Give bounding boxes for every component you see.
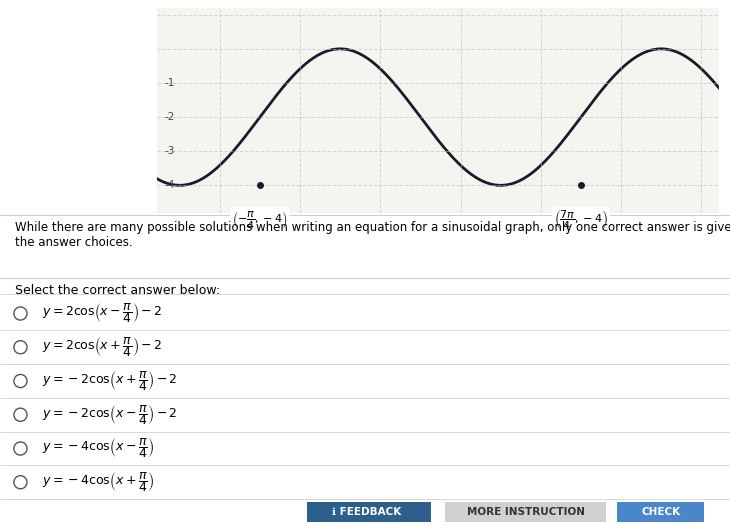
Text: -2: -2 bbox=[164, 112, 175, 122]
Text: While there are many possible solutions when writing an equation for a sinusoida: While there are many possible solutions … bbox=[15, 220, 730, 248]
Text: $y=-4\cos\!\left(x+\dfrac{\pi}{4}\right)$: $y=-4\cos\!\left(x+\dfrac{\pi}{4}\right)… bbox=[42, 470, 155, 494]
Text: $y=2\cos\!\left(x-\dfrac{\pi}{4}\right)-2$: $y=2\cos\!\left(x-\dfrac{\pi}{4}\right)-… bbox=[42, 301, 163, 326]
Text: -4: -4 bbox=[164, 180, 175, 191]
Text: -3: -3 bbox=[164, 146, 175, 156]
Text: $y=-4\cos\!\left(x-\dfrac{\pi}{4}\right)$: $y=-4\cos\!\left(x-\dfrac{\pi}{4}\right)… bbox=[42, 437, 155, 460]
Text: MORE INSTRUCTION: MORE INSTRUCTION bbox=[466, 507, 585, 518]
Text: $\left(\dfrac{7\pi}{4}, -4\right)$: $\left(\dfrac{7\pi}{4}, -4\right)$ bbox=[554, 209, 608, 233]
Text: Select the correct answer below:: Select the correct answer below: bbox=[15, 284, 220, 297]
Text: $y=-2\cos\!\left(x-\dfrac{\pi}{4}\right)-2$: $y=-2\cos\!\left(x-\dfrac{\pi}{4}\right)… bbox=[42, 403, 178, 427]
Text: ℹ FEEDBACK: ℹ FEEDBACK bbox=[331, 507, 401, 518]
Text: $y=2\cos\!\left(x+\dfrac{\pi}{4}\right)-2$: $y=2\cos\!\left(x+\dfrac{\pi}{4}\right)-… bbox=[42, 335, 163, 359]
Text: CHECK: CHECK bbox=[641, 507, 680, 518]
Text: $y=-2\cos\!\left(x+\dfrac{\pi}{4}\right)-2$: $y=-2\cos\!\left(x+\dfrac{\pi}{4}\right)… bbox=[42, 369, 178, 393]
Text: $\left(-\dfrac{\pi}{4}, -4\right)$: $\left(-\dfrac{\pi}{4}, -4\right)$ bbox=[232, 209, 288, 231]
Text: -1: -1 bbox=[164, 78, 175, 88]
